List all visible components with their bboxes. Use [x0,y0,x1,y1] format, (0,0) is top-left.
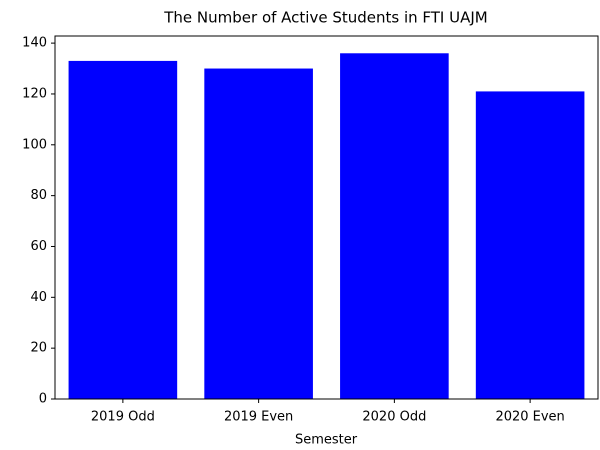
y-tick-label: 80 [30,188,47,203]
y-tick-label: 120 [22,86,47,101]
y-tick-label: 0 [39,392,47,407]
y-tick-label: 60 [30,239,47,254]
x-tick-label: 2020 Even [495,410,564,425]
bar [475,91,585,400]
y-tick-label: 140 [22,36,47,51]
axes-frame [54,35,599,400]
bar [340,53,449,400]
x-tick-label: 2020 Odd [362,410,426,425]
y-tick-label: 40 [30,290,47,305]
x-tick-label: 2019 Odd [91,410,155,425]
y-tick-label: 20 [30,341,47,356]
x-axis-label: Semester [295,433,358,448]
y-tick-label: 100 [22,137,47,152]
bar [68,60,178,399]
chart-title: The Number of Active Students in FTI UAJ… [163,9,487,27]
x-tick-label: 2019 Even [224,410,293,425]
bar [204,68,313,400]
